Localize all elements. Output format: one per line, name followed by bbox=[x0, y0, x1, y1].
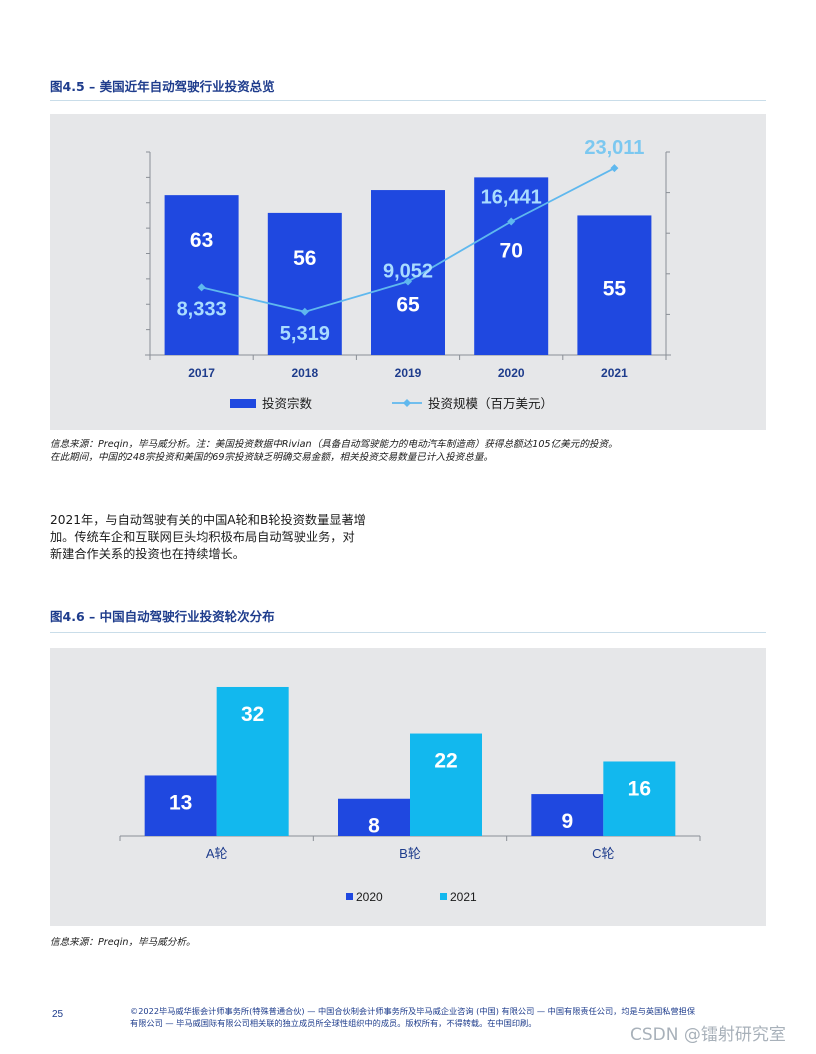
body-line: 2021年，与自动驾驶有关的中国A轮和B轮投资数量显著增 bbox=[50, 513, 366, 527]
line-point-2017 bbox=[197, 283, 206, 292]
bar-value-label: 32 bbox=[241, 703, 264, 726]
bar-value-label: 9 bbox=[561, 810, 573, 833]
title-divider bbox=[50, 100, 766, 101]
x-tick-label: 2020 bbox=[498, 366, 525, 380]
chart-panel-4-6: 13 32 A轮 8 22 B轮 9 16 C轮 2020 2021 bbox=[50, 648, 766, 926]
footer-copyright: ©2022毕马威华振会计师事务所(特殊普通合伙) — 中国合伙制会计师事务所及毕… bbox=[130, 1006, 695, 1029]
bar-value-label: 22 bbox=[434, 750, 457, 773]
title-divider bbox=[50, 632, 766, 633]
figure-4-5-title: 图4.5 – 美国近年自动驾驶行业投资总览 bbox=[50, 79, 275, 94]
figure-4-6-title: 图4.6 – 中国自动驾驶行业投资轮次分布 bbox=[50, 609, 275, 624]
bar-value-label: 70 bbox=[500, 239, 523, 262]
line-value-label: 5,319 bbox=[280, 323, 330, 345]
body-line: 新建合作关系的投资也在持续增长。 bbox=[50, 547, 245, 561]
line-point-2019 bbox=[404, 277, 412, 286]
watermark: CSDN @镭射研究室 bbox=[630, 1025, 786, 1045]
legend-swatch-marker bbox=[403, 399, 411, 407]
bar-value-label: 13 bbox=[169, 791, 192, 814]
body-paragraph: 2021年，与自动驾驶有关的中国A轮和B轮投资数量显著增 加。传统车企和互联网巨… bbox=[50, 512, 366, 563]
legend-label-line: 投资规模（百万美元） bbox=[428, 396, 553, 411]
bar-value-label: 8 bbox=[368, 815, 380, 838]
bar-value-label: 65 bbox=[396, 293, 420, 316]
legend-label-bar: 投资宗数 bbox=[262, 396, 313, 411]
bar-2019 bbox=[371, 190, 445, 355]
x-tick-label: C轮 bbox=[592, 846, 614, 861]
figure-4-5-note: 信息来源：Preqin，毕马威分析。注：美国投资数据中Rivian（具备自动驾驶… bbox=[50, 439, 618, 464]
line-value-label: 8,333 bbox=[177, 298, 227, 320]
bar-value-label: 56 bbox=[293, 247, 316, 270]
note-line: 在此期间，中国的248宗投资和美国的69宗投资缺乏明确交易金额，相关投资交易数量… bbox=[50, 451, 494, 463]
line-value-label: 16,441 bbox=[481, 186, 542, 208]
bar-2020 bbox=[474, 177, 549, 355]
bar-C轮-2021 bbox=[603, 761, 676, 836]
x-tick-label: A轮 bbox=[206, 846, 228, 861]
bar-C轮-2020 bbox=[531, 794, 604, 836]
x-tick-label: 2019 bbox=[395, 366, 422, 380]
china-rounds-chart: 13 32 A轮 8 22 B轮 9 16 C轮 2020 2021 bbox=[119, 686, 701, 904]
line-point-2021 bbox=[610, 164, 619, 173]
figure-4-6-note: 信息来源：Preqin，毕马威分析。 bbox=[50, 937, 196, 948]
footer-line: ©2022毕马威华振会计师事务所(特殊普通合伙) — 中国合伙制会计师事务所及毕… bbox=[130, 1006, 696, 1016]
bar-B轮-2020 bbox=[338, 798, 410, 836]
line-value-label: 9,052 bbox=[383, 260, 433, 282]
page-number: 25 bbox=[52, 1009, 64, 1020]
bar-2018 bbox=[267, 212, 342, 355]
x-tick-label: B轮 bbox=[399, 846, 421, 861]
legend-swatch-2021 bbox=[440, 893, 447, 900]
x-tick-label: 2017 bbox=[188, 366, 215, 380]
bar-value-label: 63 bbox=[190, 229, 213, 252]
line-point-2018 bbox=[300, 307, 309, 316]
legend-label-2020: 2020 bbox=[356, 890, 383, 904]
footer-line: 有限公司 — 毕马威国际有限公司相关联的独立成员所全球性组织中的成员。版权所有，… bbox=[130, 1017, 537, 1028]
bar-2017 bbox=[164, 195, 239, 355]
us-investment-chart: 63 56 65 70 55 8,333 5,319 9,052 16,441 23,011 201… bbox=[145, 137, 671, 411]
bar-2021 bbox=[577, 215, 652, 355]
bar-B轮-2021 bbox=[410, 733, 482, 836]
legend-swatch-bar bbox=[230, 399, 256, 408]
chart-panel-4-5: 63 56 65 70 55 8,333 5,319 9,052 16,441 23,011 201… bbox=[50, 114, 766, 430]
bar-value-label: 55 bbox=[603, 277, 627, 300]
bar-value-label: 16 bbox=[628, 777, 651, 800]
legend-label-2021: 2021 bbox=[450, 890, 477, 904]
bar-A轮-2020 bbox=[144, 775, 217, 836]
note-line: 信息来源：Preqin，毕马威分析。注：美国投资数据中Rivian（具备自动驾驶… bbox=[50, 439, 618, 450]
line-point-2020 bbox=[507, 217, 516, 226]
legend-swatch-2020 bbox=[346, 893, 353, 900]
line-value-label: 23,011 bbox=[584, 137, 644, 159]
x-tick-label: 2018 bbox=[291, 366, 318, 380]
bar-A轮-2021 bbox=[216, 686, 289, 836]
body-line: 加。传统车企和互联网巨头均积极布局自动驾驶业务，对 bbox=[50, 530, 355, 544]
x-tick-label: 2021 bbox=[601, 366, 628, 380]
